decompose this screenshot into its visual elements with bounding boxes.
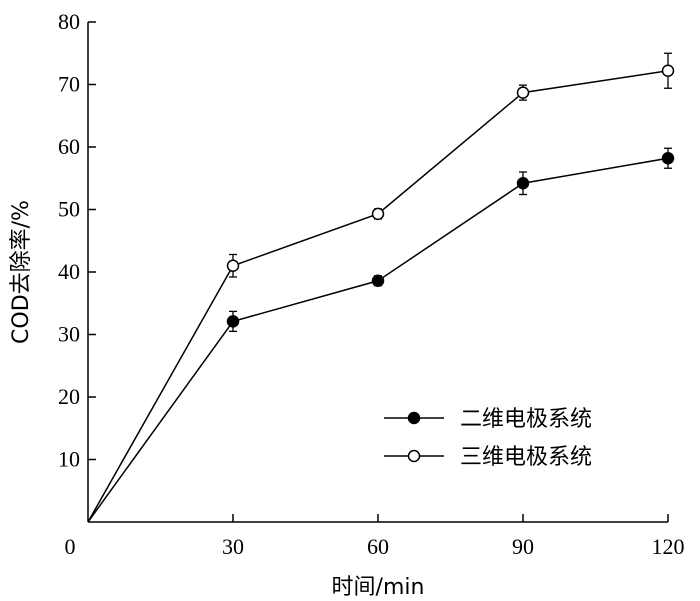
data-point xyxy=(226,315,240,328)
data-point xyxy=(516,86,530,99)
data-point xyxy=(371,207,385,221)
data-point xyxy=(661,64,675,77)
y-tick-label: 60 xyxy=(58,134,80,159)
y-tick-label: 30 xyxy=(58,322,80,347)
data-point xyxy=(226,259,240,272)
data-point xyxy=(516,177,530,190)
series-2 xyxy=(87,52,675,523)
axes: 10 20 30 40 50 60 70 80 0 30 60 90 120 xyxy=(58,9,685,559)
x-tick-label: 0 xyxy=(65,534,76,559)
x-tick-label: 30 xyxy=(222,534,244,559)
data-point xyxy=(661,152,675,165)
data-point xyxy=(371,274,385,287)
legend-label: 三维电极系统 xyxy=(460,445,592,470)
legend-marker xyxy=(407,411,421,425)
x-tick-label: 120 xyxy=(652,534,685,559)
series-layer xyxy=(87,52,675,523)
legend-marker xyxy=(407,449,421,463)
y-tick-label: 40 xyxy=(58,259,80,284)
y-tick-label: 70 xyxy=(58,72,80,97)
x-tick-label: 60 xyxy=(367,534,389,559)
y-tick-label: 50 xyxy=(58,197,80,222)
y-axis-title: COD去除率/% xyxy=(9,200,34,344)
legend-entry: 三维电极系统 xyxy=(384,445,592,470)
x-tick-label: 90 xyxy=(512,534,534,559)
x-axis-title: 时间/min xyxy=(332,575,425,600)
y-tick-label: 10 xyxy=(58,447,80,472)
y-tick-label: 80 xyxy=(58,9,80,34)
legend-label: 二维电极系统 xyxy=(460,407,592,432)
series-1 xyxy=(87,147,675,523)
y-tick-label: 20 xyxy=(58,384,80,409)
legend-entry: 二维电极系统 xyxy=(384,407,592,432)
